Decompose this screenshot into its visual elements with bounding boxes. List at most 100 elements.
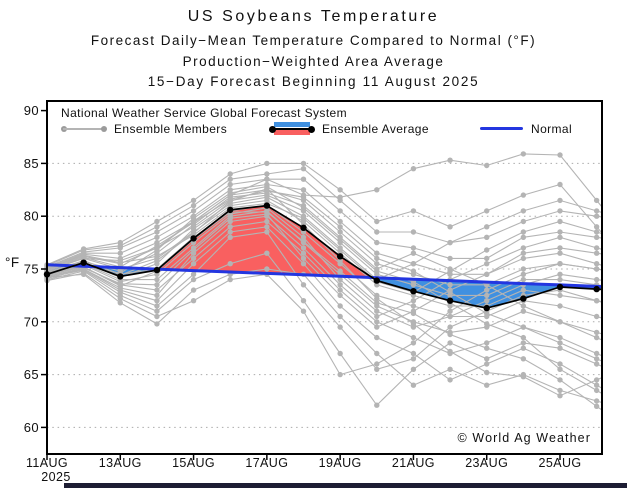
ensemble-member-dot: [300, 255, 307, 262]
ensemble-member-dot: [484, 271, 490, 277]
ensemble-member-dot: [557, 345, 563, 351]
ensemble-member-dot: [593, 350, 600, 357]
average-dot-icon: [269, 125, 276, 133]
ensemble-member-dot: [337, 371, 343, 378]
ensemble-member-dot: [593, 377, 600, 383]
ensemble-member-dot: [154, 303, 160, 309]
ensemble-member-dot: [117, 239, 123, 246]
ensemble-member-dot: [300, 245, 307, 251]
ensemble-member-dot: [337, 276, 343, 283]
ensemble-member-dot: [264, 224, 270, 230]
ensemble-member-dot: [374, 366, 380, 372]
subtitle-line1: Forecast Daily−Mean Temperature Compared…: [90, 33, 537, 48]
ensemble-member-dot: [447, 239, 453, 246]
ensemble-member-dot: [154, 308, 160, 314]
ensemble-member-dot: [484, 310, 490, 317]
ensemble-member-dot: [593, 250, 600, 256]
ensemble-member-dot: [337, 236, 343, 243]
ensemble-member-dot: [520, 271, 527, 277]
ensemble-member-dot: [557, 181, 563, 188]
ensemble-member-dot: [593, 313, 600, 320]
ensemble-member-dot: [227, 229, 233, 235]
ensemble-average-dot: [227, 206, 234, 214]
ensemble-member-dot: [520, 324, 527, 330]
ensemble-member-dot: [190, 215, 197, 221]
ensemble-member-dot: [300, 194, 307, 200]
ensemble-average-dot: [300, 224, 307, 231]
ensemble-member-dot: [264, 218, 270, 225]
ensemble-member-dot: [447, 377, 453, 383]
y-tick-label: 80: [24, 209, 39, 224]
subtitle-line2: Production−Weighted Area Average: [182, 54, 445, 69]
ensemble-member-dot: [190, 219, 197, 226]
ensemble-member-dot: [484, 292, 490, 299]
ensemble-member-dot: [447, 282, 453, 288]
ensemble-member-dot: [374, 361, 380, 367]
ensemble-member-dot: [337, 287, 343, 293]
ensemble-member-dot: [520, 334, 527, 341]
ensemble-member-dot: [484, 287, 490, 293]
bottom-cropped-bar: [64, 483, 627, 488]
ensemble-member-dot: [374, 250, 380, 256]
ensemble-member-dot: [410, 340, 417, 346]
ensemble-member-dot: [520, 192, 527, 198]
ensemble-member-dot: [520, 255, 527, 262]
ensemble-member-dot: [117, 255, 123, 262]
ensemble-member-dot: [484, 255, 490, 262]
ensemble-member-dot: [484, 361, 490, 367]
ensemble-member-dot: [190, 261, 197, 267]
ensemble-member-dot: [410, 208, 417, 214]
ensemble-member-dot: [557, 292, 563, 299]
x-tick-label: 19AUG: [319, 456, 362, 470]
ensemble-member-dot: [557, 271, 563, 277]
ensemble-member-dot: [300, 298, 307, 304]
ensemble-member-dot: [593, 298, 600, 304]
ensemble-member-dot: [227, 181, 233, 188]
ensemble-member-dot: [520, 208, 527, 214]
ensemble-member-dot: [520, 266, 527, 272]
ensemble-member-dot: [154, 218, 160, 225]
ensemble-member-dot: [190, 202, 197, 209]
ensemble-member-dot: [154, 257, 160, 264]
ensemble-member-dot: [227, 198, 233, 205]
ensemble-member-dot: [520, 374, 527, 380]
ensemble-average-dot: [410, 288, 417, 295]
ensemble-average-dot: [153, 266, 161, 274]
ensemble-member-dot: [227, 171, 233, 177]
ensemble-member-dot: [593, 361, 600, 367]
ensemble-member-dot: [154, 292, 160, 299]
ensemble-member-dot: [154, 313, 160, 320]
ensemble-member-dot: [337, 313, 343, 320]
ensemble-member-dot: [410, 261, 417, 267]
ensemble-member-dot: [337, 292, 343, 299]
ensemble-member-dot: [484, 162, 490, 169]
ensemble-member-dot: [520, 345, 527, 351]
ensemble-member-dot: [227, 276, 233, 283]
y-tick-label: 65: [24, 367, 39, 382]
ensemble-member-dot: [557, 234, 563, 240]
ensemble-member-dot: [117, 250, 123, 256]
ensemble-member-dot: [557, 319, 563, 325]
ensemble-member-line: [46, 211, 603, 411]
ensemble-member-dot: [484, 340, 490, 346]
ensemble-member-dot: [520, 276, 527, 283]
ensemble-member-dot: [447, 255, 453, 262]
ensemble-member-dot: [593, 398, 600, 404]
ensemble-member-dot: [190, 208, 197, 214]
ensemble-member-dot: [447, 331, 453, 338]
ensemble-member-dot: [154, 282, 160, 288]
x-tick-label: 21AUG: [392, 456, 435, 470]
ensemble-member-dot: [117, 295, 123, 302]
ensemble-member-dot: [374, 187, 380, 193]
ensemble-member-dot: [300, 215, 307, 221]
ensemble-member-dot: [520, 303, 527, 309]
ensemble-member-dot: [557, 218, 563, 225]
ensemble-member-dot: [593, 356, 600, 362]
ensemble-member-dot: [447, 224, 453, 230]
ensemble-member-dot: [410, 310, 417, 317]
ensemble-member-dot: [484, 234, 490, 240]
ensemble-member-dot: [154, 253, 160, 259]
ensemble-member-dot: [593, 329, 600, 336]
ensemble-member-dot: [410, 298, 417, 304]
ensemble-member-dot: [264, 209, 270, 215]
